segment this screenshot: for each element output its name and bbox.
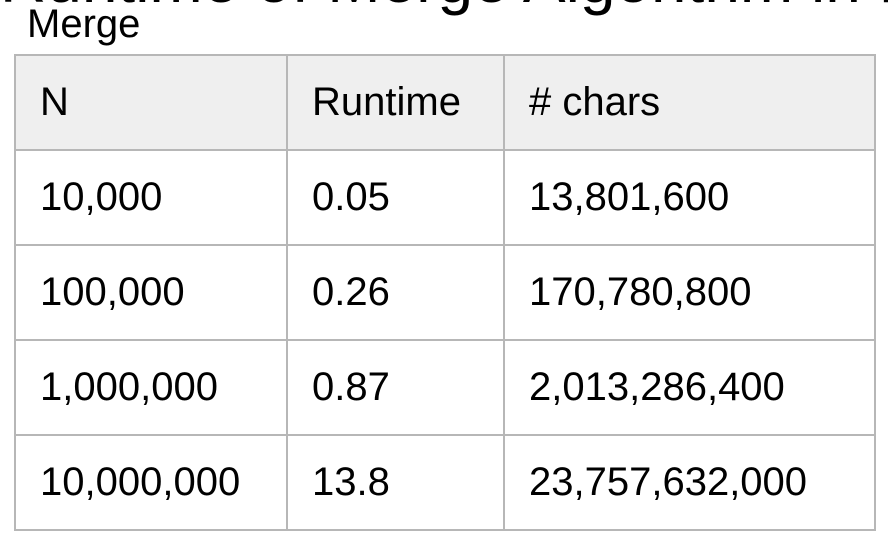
cell-runtime: 0.87 [286,339,505,436]
cell-runtime: 13.8 [286,434,505,531]
slide-title-cropped: Runtime of Merge Algorithm in Practice [0,0,888,12]
results-table: N Runtime # chars 10,000 0.05 13,801,600… [14,54,876,531]
cell-n: 1,000,000 [14,339,288,436]
column-header-n: N [14,54,288,151]
cell-runtime: 0.26 [286,244,505,341]
cell-n: 10,000,000 [14,434,288,531]
cell-runtime: 0.05 [286,149,505,246]
cell-chars: 23,757,632,000 [503,434,876,531]
table-row: 10,000,000 13.8 23,757,632,000 [14,434,876,531]
table-caption: Merge [27,2,141,46]
cell-chars: 2,013,286,400 [503,339,876,436]
table-row: 100,000 0.26 170,780,800 [14,244,876,341]
table-header-row: N Runtime # chars [14,54,876,151]
column-header-runtime: Runtime [286,54,505,151]
table-row: 10,000 0.05 13,801,600 [14,149,876,246]
cell-n: 10,000 [14,149,288,246]
cell-chars: 170,780,800 [503,244,876,341]
table-row: 1,000,000 0.87 2,013,286,400 [14,339,876,436]
column-header-chars: # chars [503,54,876,151]
cell-chars: 13,801,600 [503,149,876,246]
cell-n: 100,000 [14,244,288,341]
